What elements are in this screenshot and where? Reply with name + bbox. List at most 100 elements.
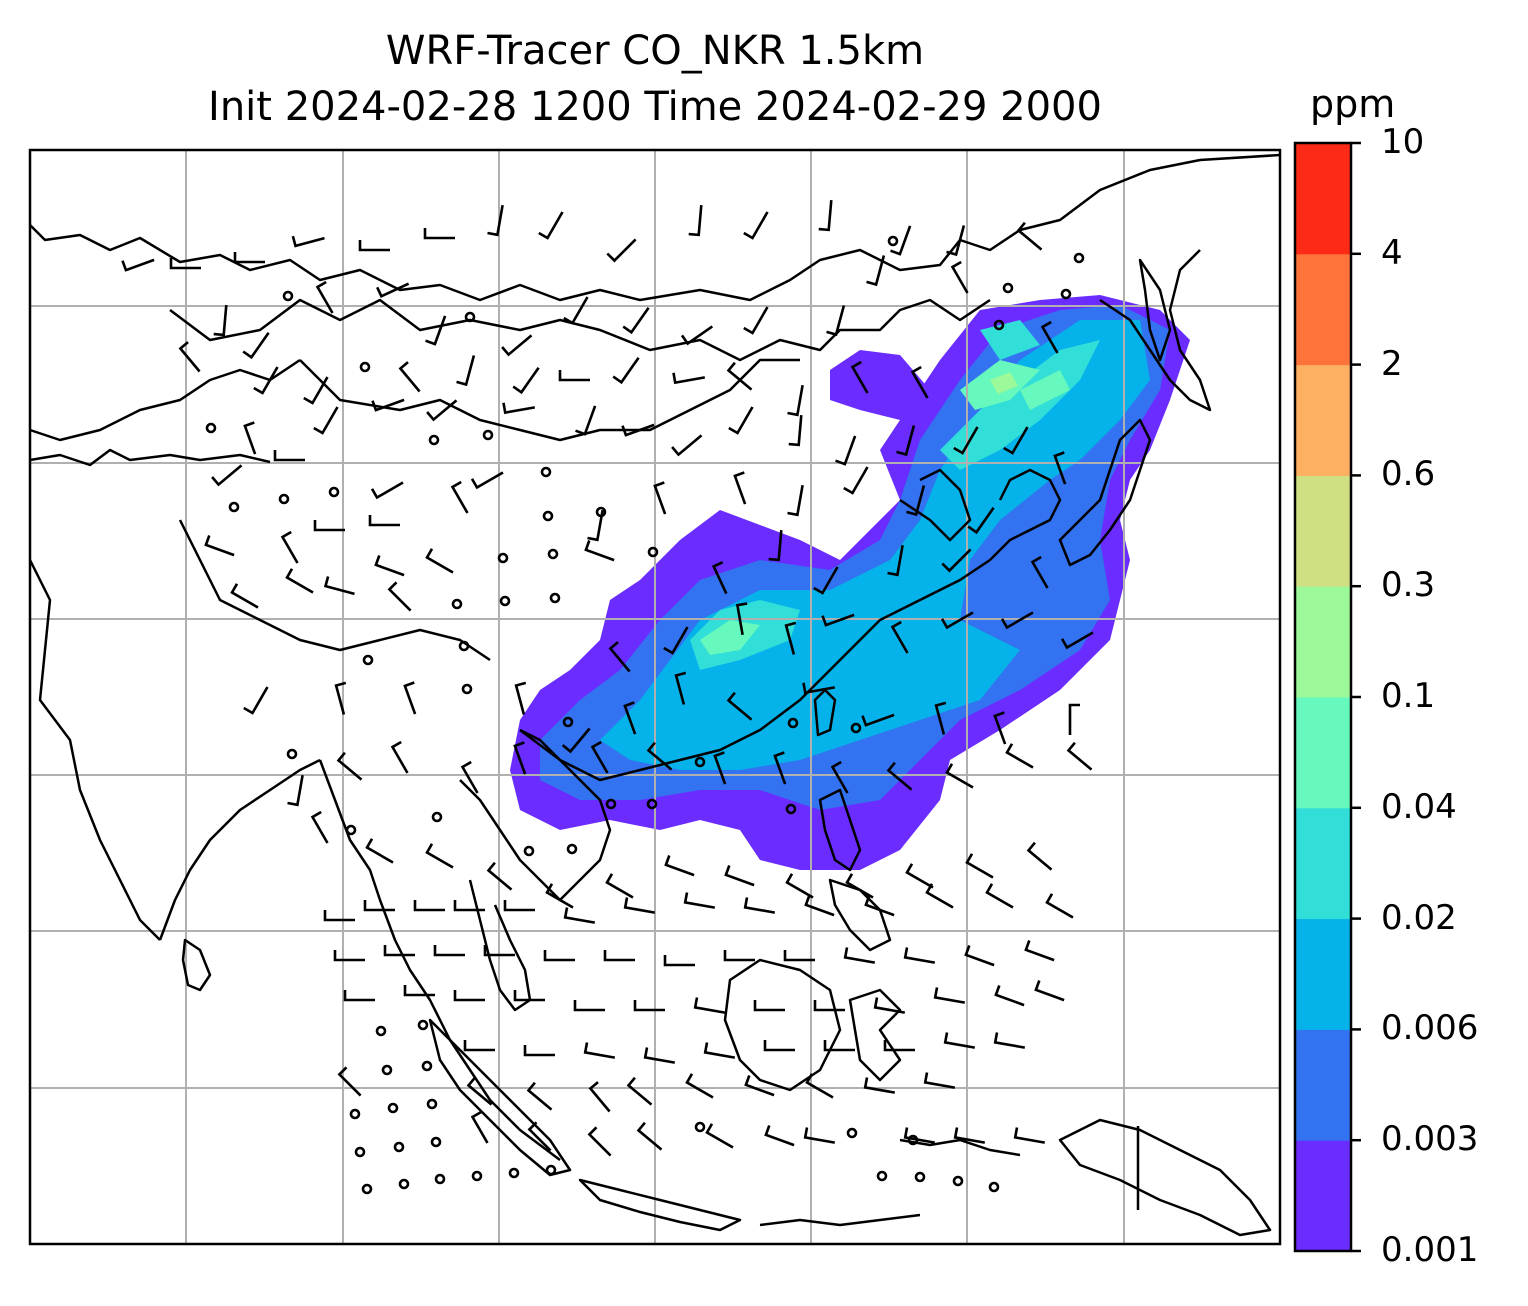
wind-barb (612, 356, 640, 385)
wind-barb (818, 199, 833, 232)
wind-barb (933, 987, 966, 1004)
wind-barb (965, 853, 994, 879)
wind-barb (527, 1121, 552, 1152)
wind-barb (813, 1000, 845, 1012)
colorbar-segment (1295, 586, 1351, 698)
wind-barb (398, 361, 421, 393)
wind-barb (376, 282, 410, 299)
wind-barb (590, 740, 609, 774)
wind-barb (315, 280, 334, 314)
wind-barb (744, 1075, 775, 1097)
wind-barb (523, 1045, 555, 1057)
wind-barb (487, 204, 504, 237)
wind-barb (1040, 320, 1059, 354)
wind-barb (802, 682, 836, 695)
wind-barb (1026, 841, 1053, 871)
wind-barb (735, 602, 748, 636)
wind-barb (538, 211, 564, 240)
sri-lanka (181, 938, 212, 992)
wind-barb (310, 810, 329, 844)
wind-barb (169, 258, 201, 270)
wind-barb (403, 681, 417, 715)
wind-barb (463, 1040, 495, 1052)
wind-barb (964, 945, 995, 967)
wind-barb (783, 950, 815, 962)
wind-barb (826, 305, 846, 337)
co-tracer-plume (510, 295, 1190, 870)
wind-barb (588, 1081, 611, 1113)
wind-barb (850, 360, 869, 394)
wind-barb (545, 883, 574, 909)
wind-barb (903, 947, 936, 964)
colorbar-segment (1295, 697, 1351, 809)
sakhalin (1138, 258, 1172, 362)
wind-barb (343, 990, 375, 1002)
wind-barb (950, 260, 969, 294)
wind-barb (764, 1125, 795, 1147)
wind-barb (1066, 741, 1093, 771)
wind-barb (605, 873, 634, 899)
wind-barb (1013, 1127, 1046, 1144)
wind-barb (460, 760, 479, 794)
wind-barb (584, 540, 615, 562)
wind-barb (561, 727, 591, 754)
wind-barb (905, 863, 934, 889)
map-frame (28, 148, 1282, 1246)
plume-north-lobe (830, 350, 930, 420)
wind-barb (621, 423, 655, 437)
wind-barb (280, 530, 299, 564)
wind-barb (370, 481, 404, 500)
wind-barb (910, 365, 929, 399)
wind-barb (323, 576, 355, 596)
wind-barb (483, 945, 515, 957)
wind-barb (830, 760, 849, 794)
coast-russia-north (29, 153, 1281, 302)
wind-barb (643, 1047, 676, 1064)
border-china-north (169, 298, 991, 362)
wind-barb (753, 1000, 785, 1012)
wind-barb (1000, 611, 1034, 630)
taiwan (813, 688, 837, 737)
wind-barb (285, 568, 314, 594)
wind-barb (291, 235, 325, 248)
wind-barb (671, 434, 703, 457)
wind-barb (303, 376, 329, 405)
wind-barb (787, 484, 804, 517)
colorbar-tick-label: 0.6 (1381, 454, 1436, 495)
wind-barb (623, 701, 637, 735)
wind-barb (813, 566, 839, 595)
wind-barb (513, 990, 545, 1002)
coast-china-south (519, 558, 991, 782)
wind-barb (425, 548, 454, 574)
coast-indochina (459, 728, 612, 902)
map-title-line2: Init 2024-02-28 1200 Time 2024-02-29 200… (208, 84, 1102, 130)
wind-barb (763, 1040, 795, 1052)
wind-barb (784, 621, 797, 655)
colorbar-tick-label: 4 (1381, 232, 1403, 273)
colorbar-tick-label: 0.02 (1381, 897, 1457, 938)
wind-barb (785, 873, 814, 899)
wind-barb (608, 641, 631, 673)
map-title-line1: WRF-Tracer CO_NKR 1.5km (385, 28, 925, 74)
wind-barb (358, 240, 390, 252)
wind-barb (653, 481, 667, 515)
wind-barb (835, 435, 857, 466)
wind-barb (390, 740, 409, 774)
wind-barb (993, 711, 1007, 745)
wind-barb (873, 997, 906, 1014)
wind-barb (724, 865, 755, 887)
wind-barb (768, 529, 783, 562)
wind-barb (573, 1000, 605, 1012)
wind-barb (728, 406, 754, 435)
map-gridlines (30, 150, 1280, 1244)
wind-barb (333, 950, 365, 962)
wind-barb (563, 296, 589, 325)
wind-barb (743, 897, 776, 914)
wind-barb (486, 861, 513, 891)
wind-barb (953, 1127, 986, 1144)
colorbar-tick-label: 0.006 (1381, 1008, 1479, 1049)
wind-barb (583, 1042, 616, 1059)
wind-barb (693, 997, 726, 1014)
russia-far-east (1099, 249, 1212, 412)
wind-barb (934, 701, 947, 735)
